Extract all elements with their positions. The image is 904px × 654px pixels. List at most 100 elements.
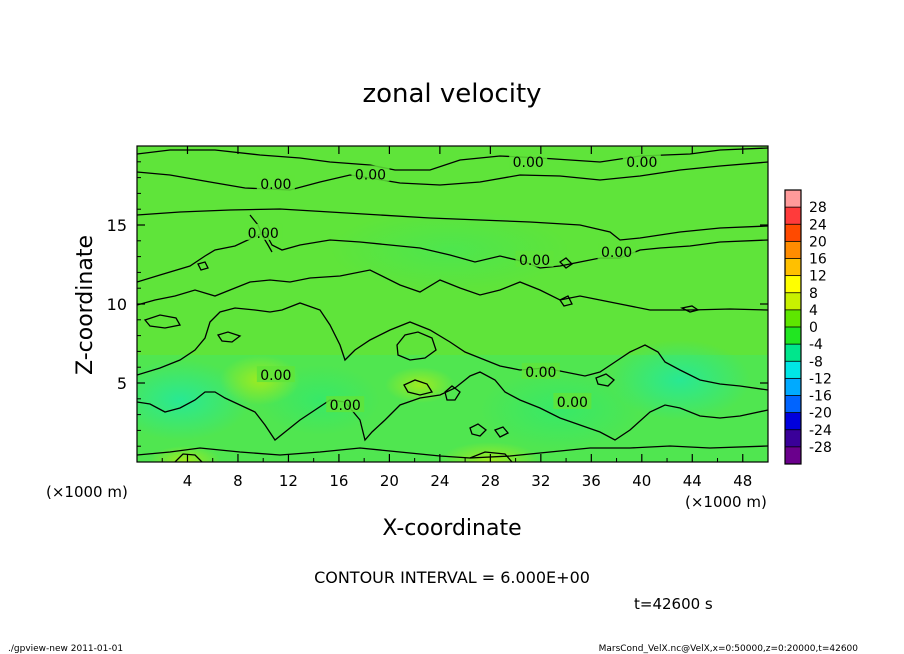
x-tick-label: 32	[531, 472, 550, 490]
colorbar-label: -20	[809, 406, 832, 422]
colorbar-label: -28	[809, 440, 832, 456]
colorbar-swatch	[785, 292, 801, 311]
contour-line	[559, 295, 573, 307]
x-tick-label: 4	[183, 472, 193, 490]
colorbar-swatch	[785, 275, 801, 294]
contour-interval-text: CONTOUR INTERVAL = 6.000E+00	[314, 568, 590, 587]
x-tick-label: 44	[683, 472, 702, 490]
contour-label: 0.00	[601, 245, 632, 261]
contour-labels: 0.00 0.000.000.000.000.00 0.000.00 0.000.00…	[244, 152, 661, 414]
contour-label: 0.00	[557, 395, 588, 411]
colorbar-swatch	[785, 429, 801, 448]
contour-label: 0.00	[260, 177, 291, 193]
x-tick-label: 8	[233, 472, 243, 490]
contour-line	[595, 373, 615, 387]
x-axis: 4 8 12 16 20 24 28 32 36 40 44 48	[161, 146, 752, 490]
colorbar-label: 4	[809, 303, 818, 319]
colorbar-label: 28	[809, 200, 827, 216]
colorbar-swatch	[785, 412, 801, 431]
chart-title: zonal velocity	[362, 79, 541, 109]
contour-label-bg	[256, 174, 295, 191]
field-patch	[480, 370, 640, 450]
footer-left: ./gpview-new 2011-01-01	[8, 644, 123, 654]
contour-line	[137, 371, 768, 442]
field-patch	[610, 340, 750, 420]
contour-line	[469, 423, 487, 437]
x-tick-label: 48	[733, 472, 752, 490]
colorbar-swatch	[785, 224, 801, 242]
contour-label-bg	[351, 165, 390, 182]
contour-label-bg	[553, 392, 592, 409]
colorbar-swatch	[785, 327, 801, 345]
contour-line	[403, 379, 434, 396]
contour-line	[174, 453, 203, 462]
contour-line	[680, 305, 700, 313]
x-tick-label: 24	[430, 472, 449, 490]
contour-line	[493, 426, 510, 438]
colorbar-swatch	[785, 258, 801, 277]
colorbar-swatch	[785, 207, 801, 225]
x-unit-right: (×1000 m)	[685, 493, 767, 511]
colorbar-label: -12	[809, 371, 832, 387]
x-axis-label: X-coordinate	[382, 516, 521, 541]
footer-right: MarsCond_VelX.nc@VelX,x=0:50000,z=0:2000…	[599, 644, 859, 654]
y-axis-label: Z-coordinate	[73, 235, 98, 375]
contour-line	[558, 257, 574, 269]
contour-line	[197, 261, 209, 271]
colorbar-swatch	[785, 446, 801, 465]
contour-label: 0.00	[330, 398, 361, 414]
contour-line	[469, 451, 513, 462]
colorbar-swatch	[785, 344, 801, 362]
colorbar-label: 24	[809, 217, 827, 233]
y-tick-label: 10	[107, 295, 127, 314]
contour-label-bg	[509, 152, 548, 169]
contour-label: 0.00	[519, 253, 550, 269]
contour-label-bg	[326, 396, 365, 413]
colorbar-label: -24	[809, 423, 832, 439]
y-axis: 5 10 15	[107, 161, 768, 447]
x-unit-left: (×1000 m)	[46, 483, 128, 501]
contour-label-bg	[515, 250, 554, 267]
colorbar-label: 16	[809, 252, 827, 268]
colorbar-swatch	[785, 309, 801, 328]
contour-label-bg	[521, 362, 560, 379]
x-tick-label: 36	[582, 472, 601, 490]
contour-label-bg	[244, 223, 283, 240]
field-patch	[330, 210, 570, 290]
field-patch	[385, 367, 455, 403]
contour-label-bg	[597, 242, 636, 259]
contour-label: 0.00	[248, 226, 279, 242]
contour-line	[137, 302, 768, 391]
x-tick-label: 16	[329, 472, 348, 490]
y-tick-label: 5	[117, 374, 127, 393]
contour-label: 0.00	[260, 368, 291, 384]
colorbar-label: 8	[809, 286, 818, 302]
contour-line	[137, 208, 768, 241]
colorbar-label: 20	[809, 234, 827, 250]
contour-label: 0.00	[626, 155, 657, 171]
y-tick-label: 15	[107, 216, 127, 235]
contour-label: 0.00	[355, 167, 386, 183]
colorbar-label: -16	[809, 389, 832, 405]
colorbar-label: 12	[809, 269, 827, 285]
x-tick-label: 40	[632, 472, 651, 490]
contour-label: 0.00	[525, 365, 556, 381]
contour-line	[137, 161, 768, 191]
x-tick-label: 28	[481, 472, 500, 490]
colorbar-swatch	[785, 241, 801, 259]
contour-line	[444, 385, 461, 401]
contour-label-bg	[256, 366, 295, 383]
contour-line	[137, 269, 768, 311]
contour-line	[396, 331, 437, 361]
x-tick-label: 12	[279, 472, 298, 490]
contour-label: 0.00	[513, 155, 544, 171]
colorbar-label: -8	[809, 354, 823, 370]
contour-line	[216, 331, 242, 343]
colorbar-swatch	[785, 395, 801, 414]
plot-area: 0.00 0.000.000.000.000.00 0.000.00 0.000.00…	[137, 146, 768, 462]
x-tick-label: 20	[380, 472, 399, 490]
time-label: t=42600 s	[634, 595, 713, 613]
colorbar-swatch	[785, 361, 801, 379]
